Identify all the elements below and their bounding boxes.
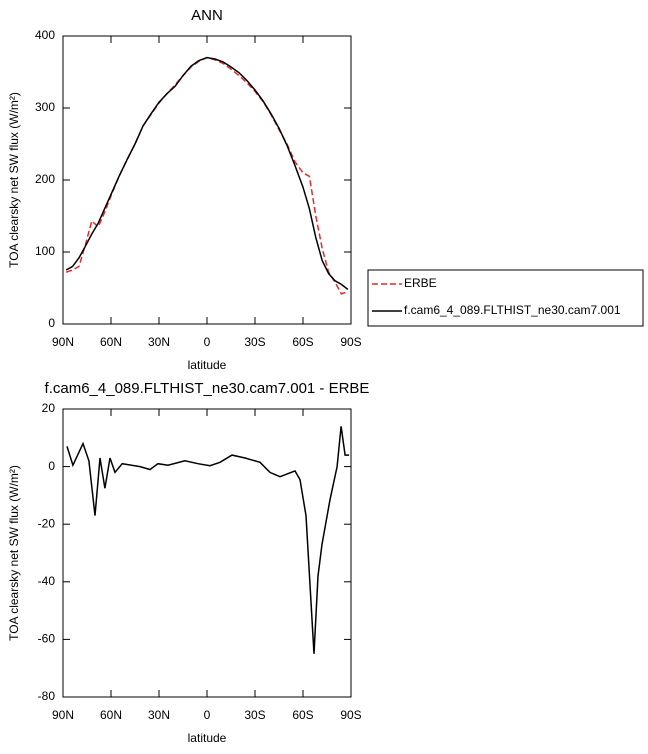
x-tick-label: 90N [52,708,74,722]
y-tick-label: 20 [42,401,56,415]
y-tick-label: 400 [35,28,55,42]
y-tick-label: 300 [35,100,55,114]
y-tick-label: -40 [38,574,56,588]
x-tick-label: 90S [340,335,361,349]
series-line [65,56,349,295]
y-axis-label: TOA clearsky net SW flux (W/m²) [7,465,21,641]
chart-title: ANN [191,7,223,24]
y-tick-label: -80 [38,689,56,703]
x-tick-label: 0 [204,708,211,722]
y-tick-label: 0 [48,459,55,473]
x-tick-label: 30S [244,335,265,349]
x-tick-label: 30N [148,708,170,722]
x-axis-label: latitude [188,358,227,372]
y-tick-label: -60 [38,632,56,646]
x-tick-label: 30N [148,335,170,349]
plot-frame [62,408,352,698]
y-tick-label: 200 [35,172,55,186]
y-tick-label: 100 [35,244,55,258]
y-axis-label: TOA clearsky net SW flux (W/m²) [7,92,21,268]
x-tick-label: 90N [52,335,74,349]
plot-frame [62,35,352,325]
x-tick-label: 60N [100,335,122,349]
x-axis-label: latitude [188,731,227,745]
x-tick-label: 90S [340,708,361,722]
x-tick-label: 0 [204,335,211,349]
series-line [66,426,350,654]
y-tick-label: 0 [48,316,55,330]
x-tick-label: 60S [292,708,313,722]
chart-title: f.cam6_4_089.FLTHIST_ne30.cam7.001 - ERB… [45,380,370,397]
x-tick-label: 60N [100,708,122,722]
x-tick-label: 30S [244,708,265,722]
legend-box [367,269,644,327]
legend-label: ERBE [404,276,437,290]
x-tick-label: 60S [292,335,313,349]
legend-label: f.cam6_4_089.FLTHIST_ne30.cam7.001 [404,303,621,317]
series-line [65,56,349,290]
y-tick-label: -20 [38,516,56,530]
